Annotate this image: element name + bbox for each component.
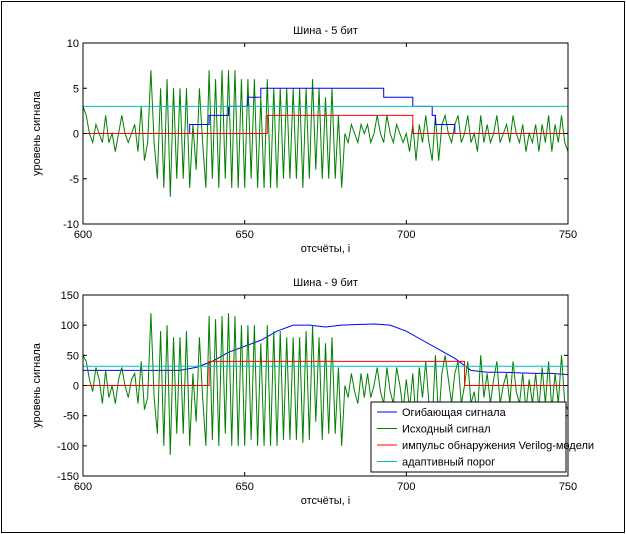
- legend-entry: Исходный сигнал: [402, 424, 491, 436]
- legend-entry: импульс обнаружения Verilog-модели: [402, 440, 594, 452]
- y-tick-label: -10: [63, 219, 79, 231]
- series-line-1: [83, 70, 568, 197]
- legend-box: [370, 401, 567, 473]
- x-tick-label: 650: [235, 229, 253, 241]
- chart-title: Шина - 9 бит: [293, 277, 358, 289]
- y-tick-label: -100: [57, 441, 79, 453]
- x-tick-label: 600: [74, 229, 92, 241]
- legend-entry: адаптивный порог: [402, 457, 495, 469]
- series-line-1: [83, 323, 568, 376]
- y-tick-label: 100: [61, 320, 79, 332]
- y-tick-label: 10: [67, 38, 79, 50]
- x-tick-label: 600: [74, 481, 92, 493]
- y-tick-label: 50: [67, 350, 79, 362]
- y-axis-label: уровень сигнала: [31, 90, 43, 176]
- plot-1: 600 650 700 750 -10 -5 0 5 10 Шина - 5 бит отсчёты…: [31, 25, 577, 255]
- y-tick-label: -50: [63, 411, 79, 423]
- x-axis-label: отсчёты, i: [301, 495, 351, 507]
- x-axis-label: отсчёты, i: [301, 243, 351, 255]
- x-tick-label: 700: [397, 229, 415, 241]
- y-tick-label: 5: [73, 83, 79, 95]
- legend-entry: Огибающая сигнала: [402, 407, 507, 419]
- x-tick-label: 650: [235, 481, 253, 493]
- chart-title: Шина - 5 бит: [293, 25, 358, 37]
- x-tick-label: 700: [397, 481, 415, 493]
- y-tick-label: -150: [57, 471, 79, 483]
- series-line-2: [83, 313, 568, 455]
- series-line-3: [83, 114, 568, 134]
- series-line-2: [83, 87, 568, 134]
- plot-2: 600 650 700 750 -150 -100 -50 0 50 100 150 Шина - 9…: [31, 277, 594, 507]
- series-line-3: [83, 360, 568, 386]
- y-tick-label: 0: [73, 381, 79, 393]
- y-tick-label: 0: [73, 129, 79, 141]
- x-tick-label: 750: [559, 229, 577, 241]
- x-tick-label: 750: [559, 481, 577, 493]
- legend: Огибающая сигнала Исходный сигнал импульс …: [370, 401, 594, 473]
- y-axis-label: уровень сигнала: [31, 342, 43, 428]
- y-tick-label: 150: [61, 290, 79, 302]
- y-tick-label: -5: [69, 174, 79, 186]
